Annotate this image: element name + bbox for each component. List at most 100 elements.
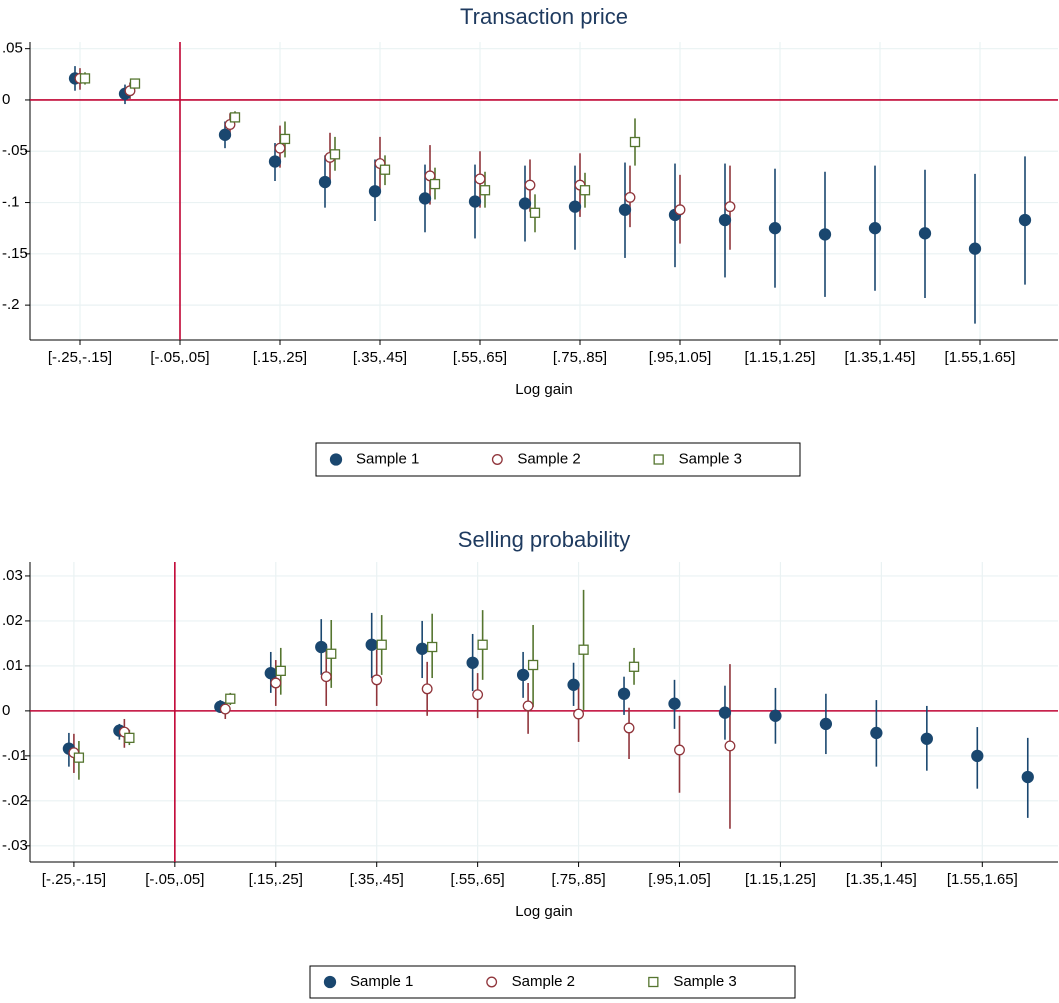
data-point <box>129 78 141 89</box>
data-point <box>479 185 491 196</box>
data-point <box>477 639 488 650</box>
data-point <box>668 697 681 710</box>
x-tick-label: [1.55,1.65] <box>945 349 1016 366</box>
y-tick-label: .01 <box>2 657 23 674</box>
data-point <box>376 639 387 650</box>
data-point <box>568 200 582 213</box>
data-point <box>279 133 291 145</box>
data-point <box>868 222 882 235</box>
data-point <box>573 708 585 720</box>
data-point <box>474 173 486 185</box>
data-point <box>320 671 332 683</box>
x-tick-label: [1.15,1.25] <box>745 871 816 888</box>
x-axis-label: Log gain <box>515 903 573 920</box>
y-tick-label: -.02 <box>2 792 28 809</box>
plot-area <box>30 562 1058 862</box>
legend-marker <box>653 454 664 465</box>
chart-title: Transaction price <box>460 4 628 29</box>
data-point <box>421 683 433 695</box>
x-tick-label: [-.25,-.15] <box>48 349 112 366</box>
x-tick-label: [.75,.85] <box>551 871 605 888</box>
x-axis-label: Log gain <box>515 381 573 398</box>
data-point <box>79 73 91 84</box>
data-point <box>524 179 536 191</box>
x-tick-label: [.55,.65] <box>453 349 507 366</box>
data-point <box>870 726 883 740</box>
x-tick-label: [.75,.85] <box>553 349 607 366</box>
legend-box <box>309 965 796 999</box>
legend-box <box>315 442 801 477</box>
y-tick-label: .02 <box>2 612 23 629</box>
legend-marker <box>486 976 498 988</box>
legend-label: Sample 2 <box>512 973 575 990</box>
data-point <box>368 185 382 198</box>
legend-marker <box>491 454 503 465</box>
data-point <box>329 149 341 160</box>
chart-title: Selling probability <box>458 527 630 552</box>
data-point <box>579 185 591 196</box>
x-tick-label: [-.05,.05] <box>145 871 204 888</box>
y-tick-label: -.03 <box>2 837 28 854</box>
data-point <box>578 644 589 655</box>
x-tick-label: [1.55,1.65] <box>947 871 1018 888</box>
data-point <box>218 128 232 141</box>
y-tick-label: 0 <box>2 702 10 719</box>
legend-label: Sample 3 <box>679 450 742 467</box>
data-point <box>229 112 241 123</box>
data-point <box>628 661 640 672</box>
y-tick-label: -.1 <box>2 194 20 211</box>
x-tick-label: [.15,.25] <box>249 871 303 888</box>
y-tick-label: 0 <box>2 91 10 108</box>
data-point <box>674 204 686 216</box>
data-point <box>1018 213 1032 227</box>
panel: Transaction price .05 0 -.05 -.1 -.15 -.2 [-.25… <box>2 4 1058 477</box>
x-tick-label: [.15,.25] <box>253 349 307 366</box>
data-point <box>918 227 932 240</box>
x-tick-label: [.95,1.05] <box>648 871 711 888</box>
data-point <box>769 709 782 722</box>
data-point <box>326 648 337 659</box>
data-point <box>567 678 580 691</box>
legend-label: Sample 2 <box>517 450 580 467</box>
legend-label: Sample 1 <box>350 973 413 990</box>
data-point <box>416 642 429 655</box>
data-point <box>379 164 391 175</box>
data-point <box>724 740 736 752</box>
data-point <box>516 668 530 682</box>
data-point <box>275 665 286 676</box>
y-tick-label: -.01 <box>2 747 28 764</box>
x-tick-label: [1.35,1.45] <box>846 871 917 888</box>
data-point <box>371 674 383 686</box>
data-point <box>818 228 832 241</box>
data-point <box>718 706 732 719</box>
data-point <box>418 192 432 205</box>
data-point <box>225 693 236 704</box>
data-point <box>920 732 933 745</box>
data-point <box>429 178 441 190</box>
legend-label: Sample 1 <box>356 450 419 467</box>
data-point <box>1021 770 1034 784</box>
x-tick-label: [.95,1.05] <box>649 349 712 366</box>
data-point <box>219 703 231 715</box>
data-point <box>472 689 484 701</box>
data-point <box>724 201 736 213</box>
data-point <box>466 656 479 669</box>
y-tick-label: .03 <box>2 567 23 584</box>
data-point <box>124 732 135 744</box>
data-point <box>674 744 685 756</box>
y-tick-label: -.05 <box>2 142 28 159</box>
x-tick-label: [1.35,1.45] <box>845 349 916 366</box>
x-tick-label: [-.25,-.15] <box>42 871 106 888</box>
legend-marker <box>648 976 659 988</box>
data-point <box>971 749 984 763</box>
data-point <box>468 195 482 208</box>
legend-marker <box>323 975 337 989</box>
data-point <box>618 203 632 216</box>
data-point <box>518 197 532 210</box>
plot-area <box>30 42 1058 340</box>
data-point <box>318 175 332 189</box>
panel: Selling probability .03 .02 .01 0 -.01 -.02 -.0… <box>2 527 1058 999</box>
data-point <box>522 700 534 712</box>
data-point <box>315 640 328 654</box>
data-point <box>529 207 541 218</box>
